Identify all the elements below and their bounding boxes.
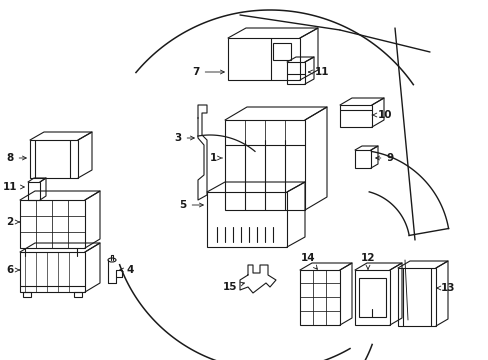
Text: 14: 14: [300, 253, 317, 269]
Text: 10: 10: [371, 110, 391, 120]
Text: 15: 15: [223, 282, 244, 292]
Bar: [286, 62, 305, 84]
Bar: [224, 120, 305, 210]
Text: 9: 9: [375, 153, 393, 163]
Bar: [30, 140, 78, 178]
Text: 2: 2: [6, 217, 20, 227]
Bar: [339, 105, 371, 127]
Bar: [354, 270, 389, 325]
Text: 4: 4: [120, 265, 133, 275]
Text: 11: 11: [3, 182, 24, 192]
Bar: [28, 182, 40, 200]
Text: 8: 8: [6, 153, 26, 163]
Bar: [206, 192, 286, 247]
Text: 12: 12: [360, 253, 374, 269]
Text: 11: 11: [308, 67, 328, 77]
Bar: [358, 278, 385, 317]
Text: 7: 7: [192, 67, 224, 77]
Bar: [23, 292, 31, 297]
Text: 13: 13: [436, 283, 454, 293]
Bar: [354, 150, 370, 168]
Text: 6: 6: [6, 265, 20, 275]
Bar: [227, 38, 299, 80]
Bar: [299, 270, 339, 325]
Text: 1: 1: [209, 153, 222, 163]
Bar: [397, 268, 435, 326]
Bar: [272, 43, 290, 60]
Bar: [74, 292, 82, 297]
Text: 3: 3: [174, 133, 194, 143]
Text: 5: 5: [179, 200, 203, 210]
Bar: [20, 252, 85, 292]
Bar: [20, 200, 85, 248]
